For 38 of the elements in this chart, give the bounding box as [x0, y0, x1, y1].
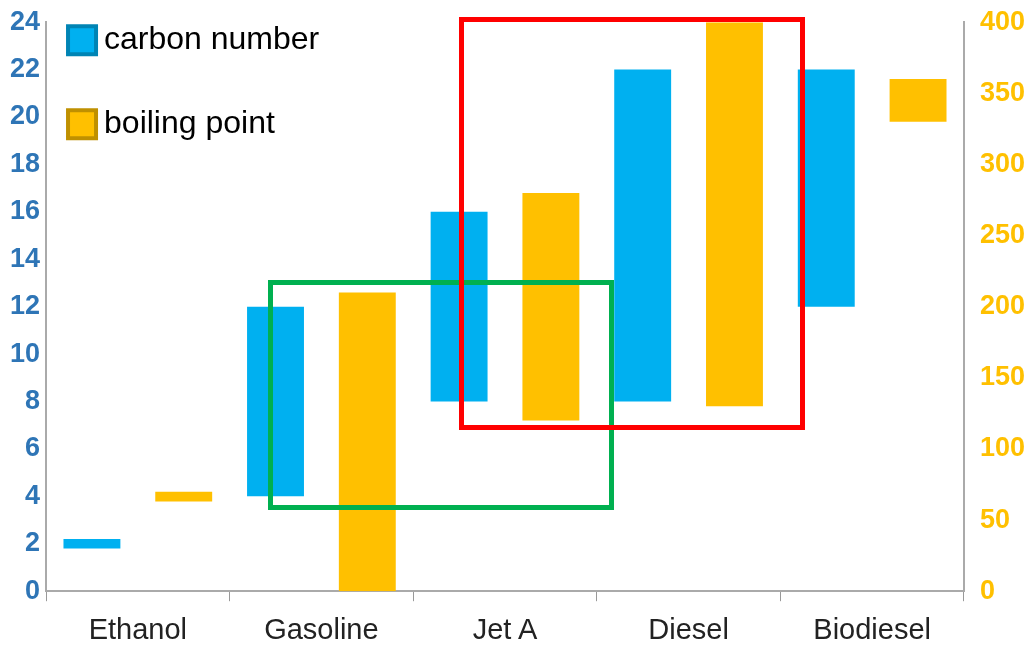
bar: [522, 192, 580, 421]
bar: [338, 292, 396, 592]
y-tick-label: 24: [9, 5, 41, 36]
y-tick-label: 14: [9, 242, 41, 273]
x-tick-label: Gasoline: [264, 612, 379, 645]
y-tick-label: 8: [25, 384, 41, 415]
y-tick-label: 18: [9, 147, 41, 178]
y2-tick-label: 200: [979, 290, 1026, 321]
bar: [155, 491, 213, 502]
bar: [614, 69, 672, 402]
y2-tick-label: 300: [979, 147, 1026, 178]
x-tick-label: Biodiesel: [813, 612, 931, 645]
y-tick-label: 0: [25, 574, 41, 605]
y-tick-label: 22: [9, 53, 41, 84]
x-tick-label: Ethanol: [88, 612, 187, 645]
y2-tick-label: 150: [979, 361, 1026, 392]
legend-label: carbon number: [104, 20, 320, 57]
y-tick-label: 4: [25, 479, 41, 510]
bar: [63, 539, 121, 549]
y2-tick-label: 400: [979, 5, 1026, 36]
x-tick-label: Diesel: [648, 612, 729, 645]
y2-tick-label: 100: [979, 432, 1026, 463]
y-tick-label: 16: [9, 195, 41, 226]
bar: [889, 79, 947, 122]
y-tick-label: 10: [9, 337, 41, 368]
x-tick-label: Jet A: [472, 612, 538, 645]
y2-tick-label: 350: [979, 76, 1026, 107]
y2-tick-label: 250: [979, 219, 1026, 250]
y-tick-label: 12: [9, 290, 41, 321]
bar: [797, 69, 855, 307]
y2-tick-label: 50: [979, 503, 1010, 534]
y-tick-label: 20: [9, 100, 41, 131]
bar: [706, 22, 763, 407]
y-tick-label: 6: [25, 432, 41, 463]
y-tick-label: 2: [25, 527, 41, 558]
bar: [247, 306, 304, 497]
y2-tick-label: 0: [979, 574, 995, 605]
legend-label: boiling point: [104, 104, 275, 141]
